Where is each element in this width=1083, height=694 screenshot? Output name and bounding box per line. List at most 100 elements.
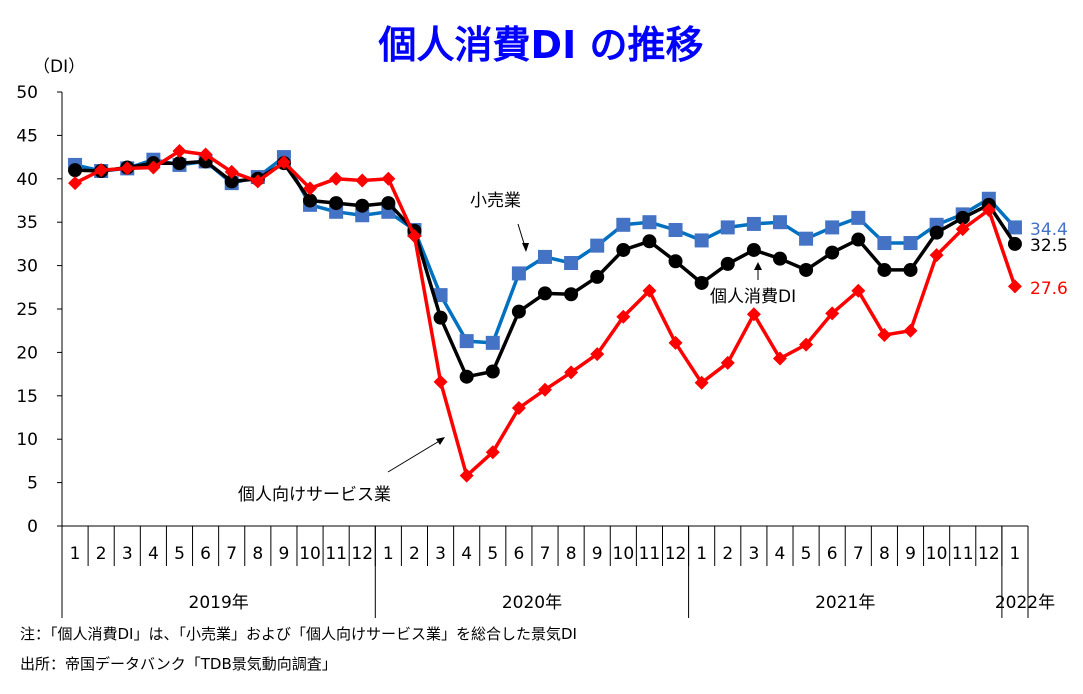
data-point-services: [955, 222, 970, 237]
year-label: 2019年: [189, 593, 249, 613]
data-point-consumer-di: [303, 193, 318, 208]
x-tick-label: 8: [252, 544, 263, 564]
y-axis-label: （DI）: [33, 57, 85, 77]
x-tick-label: 12: [665, 544, 687, 564]
x-tick-label: 11: [639, 544, 661, 564]
x-tick-label: 3: [748, 544, 759, 564]
data-point-consumer-di: [668, 254, 683, 269]
data-point-retail: [772, 215, 787, 230]
arrowhead-icon: [754, 262, 762, 270]
data-point-consumer-di: [903, 262, 918, 277]
data-point-services: [381, 171, 396, 186]
data-point-retail: [564, 255, 579, 270]
x-tick-label: 11: [325, 544, 347, 564]
x-tick-label: 1: [70, 544, 81, 564]
end-label-consumer-di: 32.5: [1030, 236, 1068, 256]
data-point-services: [276, 155, 291, 170]
data-point-retail: [799, 231, 814, 246]
data-point-services: [68, 176, 83, 191]
x-tick-label: 10: [926, 544, 948, 564]
annotation-services-arrow: [387, 439, 442, 473]
data-point-consumer-di: [329, 196, 344, 211]
data-point-services: [329, 171, 344, 186]
annotation-consumer-di: 個人消費DI: [710, 287, 796, 307]
data-point-services: [146, 160, 161, 175]
chart-title: 個人消費DI の推移: [378, 23, 704, 67]
x-tick-label: 9: [279, 544, 290, 564]
data-point-services: [564, 365, 579, 380]
y-tick-label: 25: [16, 300, 38, 320]
data-point-services: [799, 337, 814, 352]
data-point-services: [407, 229, 422, 244]
data-point-services: [433, 374, 448, 389]
data-point-consumer-di: [381, 196, 396, 211]
y-tick-label: 5: [27, 474, 38, 494]
data-point-retail: [511, 266, 526, 281]
year-label: 2020年: [502, 593, 562, 613]
series-line-services: [74, 149, 1017, 478]
data-point-consumer-di: [564, 287, 579, 302]
annotation-services: 個人向けサービス業: [238, 485, 391, 505]
x-tick-label: 5: [801, 544, 812, 564]
data-point-retail: [538, 249, 552, 264]
data-point-consumer-di: [1007, 236, 1022, 251]
y-tick-label: 30: [16, 257, 38, 277]
data-point-consumer-di: [825, 245, 840, 260]
data-point-retail: [903, 236, 918, 251]
data-point-services: [303, 181, 318, 196]
data-point-consumer-di: [929, 225, 944, 240]
data-point-retail: [668, 223, 683, 238]
data-point-consumer-di: [720, 256, 735, 271]
x-tick-label: 5: [487, 544, 498, 564]
x-tick-label: 4: [775, 544, 786, 564]
y-tick-label: 45: [16, 126, 38, 146]
end-label-services: 27.6: [1030, 279, 1068, 299]
note-text: 注：「個人消費DI」は、「小売業」および「個人向けサービス業」を総合した景気DI: [20, 625, 577, 643]
x-tick-label: 1: [1010, 544, 1021, 564]
data-point-consumer-di: [172, 156, 187, 171]
x-tick-label: 5: [174, 544, 185, 564]
data-point-consumer-di: [459, 369, 474, 384]
x-tick-label: 8: [566, 544, 577, 564]
data-point-services: [538, 382, 552, 397]
y-tick-label: 50: [16, 83, 38, 103]
data-point-services: [746, 307, 761, 322]
x-tick-label: 6: [200, 544, 211, 564]
data-point-services: [772, 351, 787, 366]
x-tick-label: 8: [879, 544, 890, 564]
x-tick-label: 2: [409, 544, 420, 564]
data-point-services: [511, 400, 526, 415]
y-tick-label: 15: [16, 387, 38, 407]
x-tick-label: 6: [513, 544, 524, 564]
data-point-services: [929, 248, 944, 263]
y-tick-label: 0: [27, 517, 38, 537]
data-point-services: [825, 306, 840, 321]
data-point-consumer-di: [799, 262, 814, 277]
data-point-services: [1007, 279, 1022, 294]
data-point-consumer-di: [538, 286, 552, 301]
data-point-consumer-di: [877, 262, 892, 277]
data-point-consumer-di: [694, 275, 709, 290]
x-tick-label: 3: [435, 544, 446, 564]
y-tick-label: 20: [16, 343, 38, 363]
x-tick-label: 6: [827, 544, 838, 564]
x-tick-label: 7: [540, 544, 551, 564]
data-point-retail: [694, 233, 709, 248]
source-text: 出所：帝国データバンク「TDB景気動向調査」: [20, 655, 337, 673]
x-tick-label: 4: [148, 544, 159, 564]
x-tick-label: 1: [383, 544, 394, 564]
arrowhead-icon: [436, 437, 445, 445]
data-point-retail: [433, 288, 448, 303]
x-tick-label: 3: [122, 544, 133, 564]
data-point-services: [877, 328, 892, 343]
x-tick-label: 10: [299, 544, 321, 564]
data-point-services: [720, 355, 735, 370]
data-point-services: [94, 163, 109, 178]
data-point-services: [851, 283, 866, 298]
data-point-retail: [642, 215, 657, 230]
x-tick-label: 10: [613, 544, 635, 564]
x-tick-label: 11: [952, 544, 974, 564]
data-point-services: [120, 161, 135, 176]
